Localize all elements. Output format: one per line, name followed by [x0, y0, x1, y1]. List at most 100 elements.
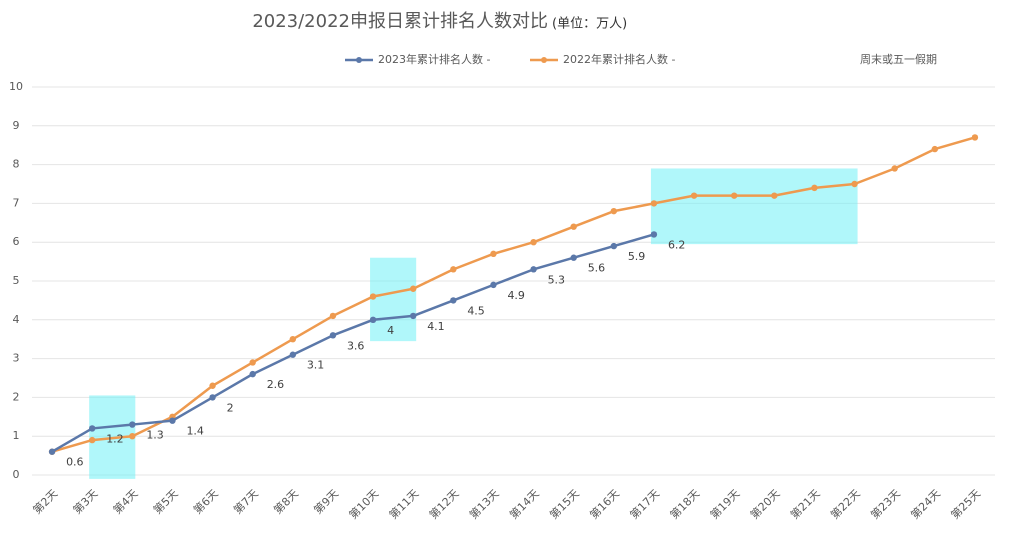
data-point	[88, 425, 96, 432]
data-point	[650, 231, 658, 238]
data-point	[209, 382, 216, 389]
data-point	[88, 436, 96, 444]
data-label: 6.2	[668, 238, 686, 251]
legend-swatch-dot	[356, 57, 362, 63]
data-point	[409, 285, 417, 292]
data-point	[490, 250, 497, 258]
x-tick-label: 第17天	[627, 486, 662, 521]
data-label: 5.9	[628, 250, 646, 263]
x-tick-label: 第4天	[110, 486, 140, 516]
data-point	[570, 254, 577, 261]
data-label: 1.4	[186, 425, 204, 438]
x-tick-label: 第18天	[667, 486, 702, 521]
data-point	[650, 200, 658, 207]
data-point	[129, 421, 136, 428]
series-line	[51, 233, 655, 453]
x-tick-label: 第20天	[747, 486, 782, 521]
y-tick-label: 2	[13, 390, 20, 403]
data-label: 4.5	[467, 304, 485, 317]
y-tick-label: 8	[13, 158, 20, 171]
x-tick-label: 第9天	[311, 486, 341, 516]
legend-swatch-dot	[541, 57, 547, 63]
x-tick-label: 第11天	[386, 486, 421, 521]
chart-subtitle: (单位：万人)	[552, 17, 627, 32]
data-point	[931, 145, 939, 153]
x-tick-label: 第16天	[587, 486, 622, 521]
data-point	[209, 394, 216, 401]
chart-title: 2023/2022申报日累计排名人数对比	[252, 11, 548, 32]
x-tick-label: 第12天	[426, 486, 461, 521]
x-tick-label: 第2天	[30, 486, 60, 516]
x-tick-label: 第23天	[868, 486, 903, 521]
data-point	[490, 281, 497, 289]
data-point	[48, 448, 56, 455]
y-tick-label: 3	[13, 352, 20, 365]
legend-label: 2022年累计排名人数 -	[563, 52, 675, 66]
x-tick-label: 第14天	[506, 486, 541, 521]
highlight-box	[650, 168, 858, 245]
data-point	[289, 336, 297, 343]
x-tick-label: 第19天	[707, 486, 742, 521]
data-label: 5.6	[588, 262, 606, 275]
data-point	[289, 351, 297, 358]
data-label: 2	[227, 401, 234, 414]
data-label: 4	[387, 324, 394, 337]
data-point	[811, 184, 818, 192]
y-tick-label: 7	[13, 196, 20, 209]
x-tick-label: 第8天	[271, 486, 301, 516]
x-tick-label: 第5天	[150, 486, 180, 516]
data-point	[610, 242, 618, 250]
x-tick-label: 第24天	[908, 486, 943, 521]
data-point	[369, 316, 377, 323]
y-tick-label: 9	[13, 119, 20, 132]
x-tick-label: 第6天	[190, 486, 220, 516]
y-tick-label: 5	[13, 274, 20, 287]
data-point	[249, 359, 256, 366]
data-label: 1.2	[106, 432, 124, 445]
y-tick-label: 6	[13, 235, 20, 248]
data-point	[249, 370, 256, 378]
x-tick-label: 第22天	[827, 486, 862, 521]
data-point	[450, 266, 457, 273]
x-tick-label: 第25天	[948, 486, 983, 521]
data-point	[610, 207, 618, 215]
x-tick-label: 第13天	[466, 486, 501, 521]
data-point	[169, 417, 176, 424]
y-tick-label: 0	[13, 468, 20, 481]
x-tick-label: 第3天	[70, 486, 100, 516]
data-point	[690, 192, 698, 199]
y-tick-label: 10	[9, 80, 23, 93]
y-tick-label: 4	[13, 313, 20, 326]
data-point	[329, 332, 337, 339]
y-tick-label: 1	[13, 429, 20, 442]
data-point	[730, 192, 738, 199]
data-label: 3.1	[307, 359, 325, 372]
data-point	[369, 293, 377, 300]
data-point	[129, 433, 136, 440]
series-line	[51, 136, 976, 453]
data-point	[450, 297, 457, 304]
x-tick-label: 第15天	[547, 486, 582, 521]
highlight-box	[370, 257, 417, 342]
data-point	[851, 180, 858, 188]
data-point	[771, 192, 778, 199]
data-label: 4.1	[427, 320, 445, 333]
data-label: 3.6	[347, 339, 365, 352]
data-point	[409, 312, 417, 320]
data-label: 4.9	[507, 289, 525, 302]
data-point	[891, 165, 898, 172]
data-point	[530, 266, 537, 273]
data-point	[329, 312, 337, 320]
data-label: 1.3	[146, 429, 164, 442]
legend-label: 2023年累计排名人数 -	[378, 52, 490, 66]
data-label: 5.3	[548, 273, 566, 286]
x-tick-label: 第21天	[787, 486, 822, 521]
data-label: 0.6	[66, 456, 84, 469]
data-label: 2.6	[267, 378, 285, 391]
data-point	[530, 239, 537, 246]
data-point	[570, 223, 577, 230]
x-tick-label: 第7天	[231, 486, 261, 516]
legend-label: 周末或五一假期	[860, 52, 937, 66]
data-point	[971, 134, 979, 141]
